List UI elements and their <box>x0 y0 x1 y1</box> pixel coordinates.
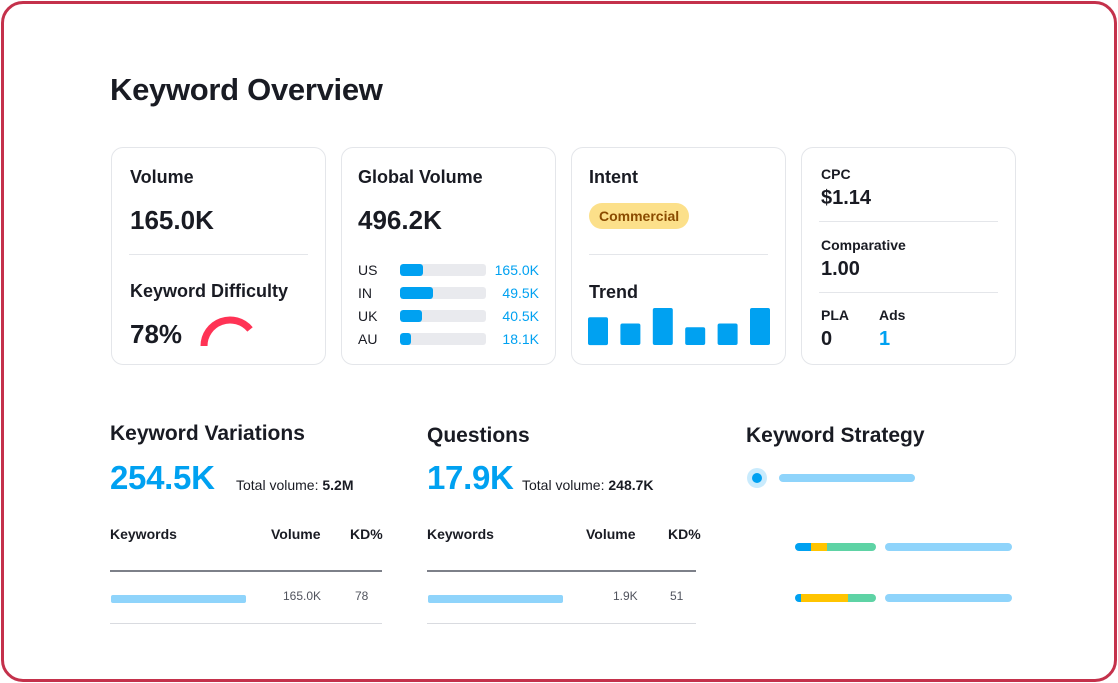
global-volume-label: Global Volume <box>358 167 483 187</box>
trend-bar <box>652 308 673 345</box>
trend-bar <box>717 323 738 345</box>
country-row-au: AU 18.1K <box>358 331 539 347</box>
trend-bar <box>620 323 641 345</box>
country-bar-track <box>400 264 486 276</box>
volume-label: Volume <box>130 167 194 187</box>
intent-badge: Commercial <box>589 203 690 229</box>
country-bar-fill <box>400 310 423 322</box>
ads-value: 1 <box>879 328 891 350</box>
competitive-value: 1.00 <box>821 258 860 280</box>
global-volume-card: Global Volume 496.2K US 165.0K IN 49.5K … <box>341 147 556 365</box>
intent-segment <box>795 594 801 602</box>
country-bar-fill <box>400 333 412 345</box>
questions-total: Total volume: 248.7K <box>522 477 654 493</box>
table-cell-volume: 165.0K <box>283 589 322 603</box>
country-volume: 40.5K <box>502 308 539 324</box>
strategy-node-icon <box>747 468 767 488</box>
table-cell-kd: 51 <box>670 589 684 603</box>
pla-label: PLA <box>821 307 849 323</box>
column-header-volume: Volume <box>586 526 636 542</box>
cpc-card: CPC $1.14 Comparative 1.00 PLA 0 Ads 1 <box>801 147 1016 365</box>
strategy-keyword-bar <box>885 594 1012 602</box>
column-header-kd: KD% <box>668 526 701 542</box>
keyword-difficulty-label: Keyword Difficulty <box>130 281 289 301</box>
table-cell-kd: 78 <box>355 589 369 603</box>
trend-label: Trend <box>589 282 639 302</box>
total-volume-value: 248.7K <box>608 477 654 493</box>
total-volume-value: 5.2M <box>322 477 354 493</box>
country-code: UK <box>358 308 378 324</box>
keyword-variations-title: Keyword Variations <box>110 422 305 445</box>
country-volume: 18.1K <box>502 331 539 347</box>
divider <box>589 254 768 255</box>
global-volume-value: 496.2K <box>358 205 442 235</box>
country-volume: 165.0K <box>494 262 539 278</box>
trend-bar <box>750 308 770 345</box>
trend-bar <box>685 327 706 345</box>
difficulty-gauge-arc <box>200 316 253 347</box>
country-bar-fill <box>400 287 433 299</box>
country-row-uk: UK 40.5K <box>358 308 539 324</box>
column-header-volume: Volume <box>271 526 321 542</box>
questions-title: Questions <box>427 424 530 447</box>
strategy-intent-bar <box>795 543 876 551</box>
country-bar-track <box>400 310 486 322</box>
volume-value: 165.0K <box>130 205 214 235</box>
keyword-placeholder-bar <box>428 595 563 603</box>
country-volume: 49.5K <box>502 285 539 301</box>
divider <box>129 254 308 255</box>
country-bar-fill <box>400 264 424 276</box>
table-header-divider <box>427 570 696 572</box>
keyword-strategy-title: Keyword Strategy <box>746 424 925 447</box>
column-header-keywords: Keywords <box>427 526 494 542</box>
trend-chart <box>588 308 770 346</box>
ads-label: Ads <box>879 307 906 323</box>
page-title: Keyword Overview <box>110 72 383 107</box>
competitive-label: Comparative <box>821 237 906 253</box>
country-bar-track <box>400 333 486 345</box>
keyword-variations-total: Total volume: 5.2M <box>236 477 354 493</box>
divider <box>819 221 998 222</box>
total-volume-label: Total volume: <box>236 477 319 493</box>
country-code: AU <box>358 331 378 347</box>
country-code: US <box>358 262 378 278</box>
column-header-keywords: Keywords <box>110 526 177 542</box>
intent-segment <box>795 543 812 551</box>
intent-card: Intent Commercial Trend <box>571 147 786 365</box>
intent-segment <box>800 594 848 602</box>
difficulty-gauge <box>200 316 253 347</box>
country-code: IN <box>358 285 372 301</box>
country-row-in: IN 49.5K <box>358 285 539 301</box>
strategy-topic-bar <box>779 474 915 482</box>
total-volume-label: Total volume: <box>522 477 605 493</box>
cpc-value: $1.14 <box>821 187 872 209</box>
table-header-divider <box>110 570 382 572</box>
keyword-difficulty-value: 78% <box>130 319 183 349</box>
intent-segment <box>827 543 876 551</box>
country-bar-track <box>400 287 486 299</box>
table-row-divider <box>110 623 382 624</box>
questions-count: 17.9K <box>427 459 514 496</box>
cpc-label: CPC <box>821 166 851 182</box>
strategy-intent-bar <box>795 594 876 602</box>
pla-value: 0 <box>821 328 833 350</box>
intent-label: Intent <box>589 167 638 187</box>
trend-bar <box>588 317 608 346</box>
keyword-variations-count: 254.5K <box>110 459 215 496</box>
keyword-placeholder-bar <box>111 595 246 603</box>
keyword-variations-table: Keywords Volume KD% 165.0K 78 <box>110 526 383 626</box>
intent-segment <box>847 594 876 602</box>
column-header-kd: KD% <box>350 526 383 542</box>
volume-card: Volume 165.0K Keyword Difficulty 78% <box>111 147 326 365</box>
questions-table: Keywords Volume KD% 1.9K 51 <box>427 526 701 626</box>
strategy-keyword-bar <box>885 543 1012 551</box>
divider <box>819 292 998 293</box>
table-row-divider <box>427 623 696 624</box>
intent-segment <box>811 543 828 551</box>
table-cell-volume: 1.9K <box>613 589 638 603</box>
country-row-us: US 165.0K <box>358 262 539 278</box>
